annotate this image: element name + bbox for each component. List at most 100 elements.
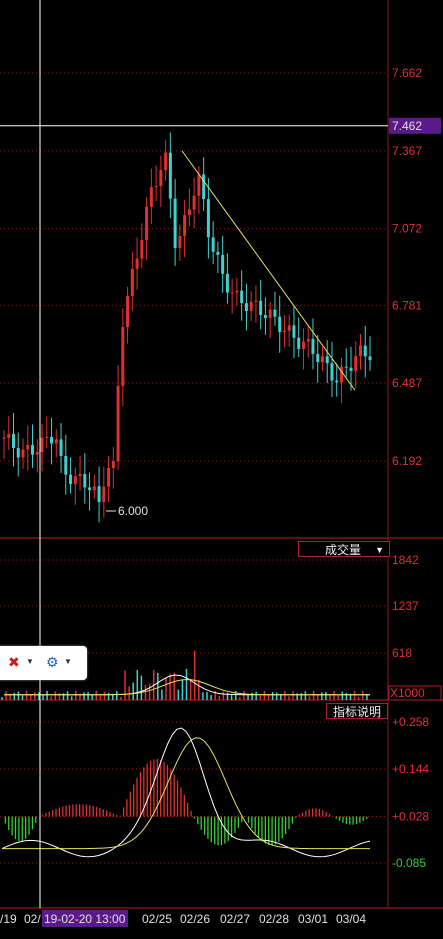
candle-body [92,486,96,491]
price-tick-label: 7.367 [392,144,422,158]
candle-body [363,345,367,357]
indicator-tick-label: +0.144 [392,762,429,776]
candle-body [149,187,153,207]
candle-body [335,380,339,383]
candle-body [35,452,39,455]
candle-body [278,316,282,333]
candle-body [316,354,320,363]
candle-body [349,367,353,371]
candle-body [211,237,215,252]
volume-bars [1,650,370,700]
volume-indicator-selector[interactable]: 成交量 ▼ [298,541,390,557]
candle-body [126,296,130,328]
candle-body [259,300,263,316]
volume-tick-label: 618 [392,646,412,660]
candle-body [54,439,58,444]
candle-body [111,461,115,469]
candle-body [164,152,168,171]
candle-body [297,337,301,349]
crosshair-price-label: 7.462 [392,119,422,133]
dif-line [1,727,371,858]
candle-body [26,444,30,450]
price-tick-label: 7.072 [392,222,422,236]
candle-body [173,198,177,249]
indicator-tick-label: +0.258 [392,715,429,729]
volume-tick-label: 1842 [392,553,419,567]
candle-body [230,292,234,294]
candle-body [339,366,343,383]
chevron-down-icon[interactable]: ▼ [64,657,72,666]
candle-body [12,434,16,449]
candle-body [263,315,267,318]
chevron-down-icon[interactable]: ▼ [26,657,34,666]
candle-body [306,339,310,342]
candle-body [45,436,49,438]
candle-body [325,356,329,364]
volume-ma-line [4,678,370,696]
candle-body [268,309,272,318]
candle-body [192,195,196,210]
volume-tab-label: 成交量 [325,543,362,557]
date-tick-label: 02/ [24,912,41,926]
date-tick-label: 03/04 [336,912,366,926]
candle-body [358,345,362,357]
candle-body [168,152,172,199]
candle-body [121,327,125,386]
candle-body [354,356,358,371]
candle-body [183,215,187,237]
candle-body [16,448,20,458]
candle-body [344,366,348,368]
crosshair-price-box [389,117,441,134]
candle-body [244,303,248,312]
candle-body [240,290,244,304]
candle-body [31,444,35,455]
candle-body [292,325,296,338]
candle-body [21,449,25,458]
candle-body [116,385,120,462]
date-tick-label: 03/01 [298,912,328,926]
candle-body [83,474,87,488]
candle-body [282,330,286,333]
indicator-tick-label: +0.028 [392,810,429,824]
indicator-tab-label: 指标说明 [332,705,381,719]
price-axis: 7.662 7.367 7.072 6.781 6.487 6.192 [392,66,422,468]
candle-body [107,468,111,487]
date-tick-label: 02/26 [180,912,210,926]
candle-body [135,258,139,269]
candle-body [145,206,149,241]
price-tick-label: 6.192 [392,454,422,468]
candle-body [7,434,11,438]
price-tick-label: 6.487 [392,376,422,390]
candle-body [287,325,291,331]
floating-toolbar: ✖ ▼ ⚙ ▼ [0,646,87,680]
date-tick-label: 02/27 [220,912,250,926]
crosshair-date-label: 19-02-20 13:00 [44,912,126,926]
date-tick-label: 02/25 [142,912,172,926]
candle-body [69,474,73,485]
candle-body [202,174,206,200]
candle-body [59,439,63,456]
macd-histogram [1,727,371,858]
gear-icon[interactable]: ⚙ [46,654,59,670]
candle-body [178,236,182,249]
candle-body [102,486,106,502]
candle-body [159,170,163,187]
volume-axis: 1842 1237 618 X1000 [388,553,442,701]
date-tick-label: /19 [0,912,17,926]
indicator-description-button[interactable]: 指标说明 [326,703,388,719]
candle-body [40,437,44,453]
candle-body [154,186,158,188]
cross-chart-icon[interactable]: ✖ [8,654,20,670]
candle-body [73,476,77,485]
price-tick-label: 7.662 [392,66,422,80]
trend-line[interactable] [181,150,356,391]
dea-line [2,737,370,850]
candle-body [235,290,239,293]
indicator-axis: +0.258 +0.144 +0.028 -0.085 [392,715,429,870]
candle-body [225,273,229,293]
candle-body [97,486,101,502]
candle-body [50,436,54,444]
candle-body [320,356,324,363]
crosshair-date-box [42,910,128,927]
